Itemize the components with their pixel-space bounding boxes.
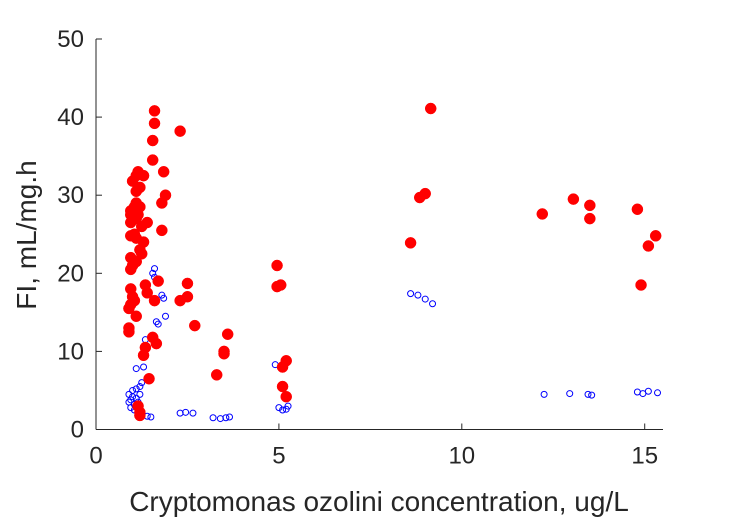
red-data-point [146, 154, 159, 166]
blue-data-point [644, 387, 652, 395]
blue-data-point [284, 402, 292, 410]
red-data-point [584, 212, 596, 225]
red-data-point [635, 279, 647, 291]
blue-data-point [226, 413, 234, 421]
red-data-point [419, 187, 431, 200]
x-tick-label: 10 [448, 443, 475, 470]
blue-data-point [132, 385, 140, 393]
red-data-point [221, 328, 234, 340]
y-tick-label: 20 [57, 260, 84, 287]
blue-data-point [584, 390, 592, 398]
red-data-point [274, 279, 287, 291]
red-data-point [280, 390, 292, 403]
red-data-point [137, 236, 150, 248]
blue-data-point [275, 404, 283, 412]
x-axis-title: Cryptomonas ozolini concentration, ug/L [129, 486, 629, 517]
x-tick-label: 0 [89, 443, 102, 470]
y-tick-label: 50 [57, 26, 84, 53]
red-data-point [210, 369, 223, 381]
red-data-point [536, 208, 549, 220]
red-data-point [148, 117, 161, 130]
red-data-point [134, 181, 146, 194]
red-data-point [141, 216, 153, 229]
blue-data-point [136, 390, 144, 398]
red-data-point [189, 319, 201, 332]
red-data-point [141, 287, 153, 299]
blue-data-point [154, 320, 162, 328]
y-tick-label: 10 [57, 338, 84, 365]
red-data-point [134, 201, 146, 213]
red-data-point [148, 105, 161, 117]
blue-data-point [414, 291, 422, 299]
red-data-point [148, 294, 161, 307]
blue-data-point [147, 413, 155, 421]
blue-data-point [279, 406, 287, 414]
blue-data-point [160, 294, 168, 302]
x-tick-label: 5 [272, 443, 285, 470]
red-data-point [404, 237, 417, 249]
axes [95, 39, 663, 430]
blue-data-point [182, 408, 190, 416]
blue-data-point [222, 414, 230, 422]
blue-data-point [209, 414, 217, 422]
y-tick-label: 40 [57, 104, 84, 131]
red-data-point [150, 337, 163, 350]
red-data-point [649, 230, 662, 242]
red-data-point [174, 125, 186, 137]
red-data-point [157, 166, 170, 178]
blue-data-point [540, 390, 548, 398]
red-data-point [139, 341, 152, 354]
y-tick-label: 30 [57, 182, 84, 209]
red-data-point [123, 322, 135, 334]
red-data-point [567, 193, 580, 205]
red-data-point [143, 372, 155, 385]
red-data-point [137, 169, 150, 182]
blue-data-point [654, 389, 662, 397]
blue-data-point [566, 390, 574, 398]
blue-data-point [151, 265, 159, 273]
red-data-point [146, 134, 159, 147]
blue-data-point [149, 269, 157, 277]
red-data-point [271, 259, 283, 272]
red-data-point [424, 102, 437, 115]
plot-marks [123, 102, 662, 423]
blue-data-point [140, 363, 148, 371]
red-data-point [152, 275, 164, 287]
blue-data-point [429, 300, 437, 308]
blue-data-point [138, 379, 146, 387]
x-tick-label: 15 [631, 443, 658, 470]
blue-data-point [132, 365, 140, 373]
blue-data-point [136, 383, 144, 391]
red-data-point [642, 240, 655, 252]
red-data-point [135, 248, 148, 260]
blue-data-point [407, 290, 415, 298]
blue-data-point [421, 295, 429, 303]
blue-data-point [588, 391, 596, 399]
red-data-point [130, 255, 142, 268]
red-data-point [218, 345, 230, 358]
red-data-point [584, 199, 596, 212]
red-data-point [280, 355, 292, 367]
red-data-point [276, 380, 289, 393]
red-data-point [159, 189, 172, 201]
red-data-point [128, 294, 141, 307]
red-data-point [631, 203, 644, 216]
blue-data-point [162, 312, 170, 320]
red-data-point [134, 409, 146, 422]
blue-data-point [129, 386, 137, 394]
y-tick-label: 0 [71, 417, 84, 444]
red-data-point [130, 310, 142, 323]
red-data-point [181, 277, 194, 290]
ticks: 0 5 10 15 0 10 20 30 40 50 [57, 26, 658, 470]
blue-data-point [189, 409, 197, 417]
y-axis-title: FI, mL/mg.h [11, 160, 42, 309]
red-data-point [181, 290, 194, 303]
red-data-point [156, 224, 168, 237]
